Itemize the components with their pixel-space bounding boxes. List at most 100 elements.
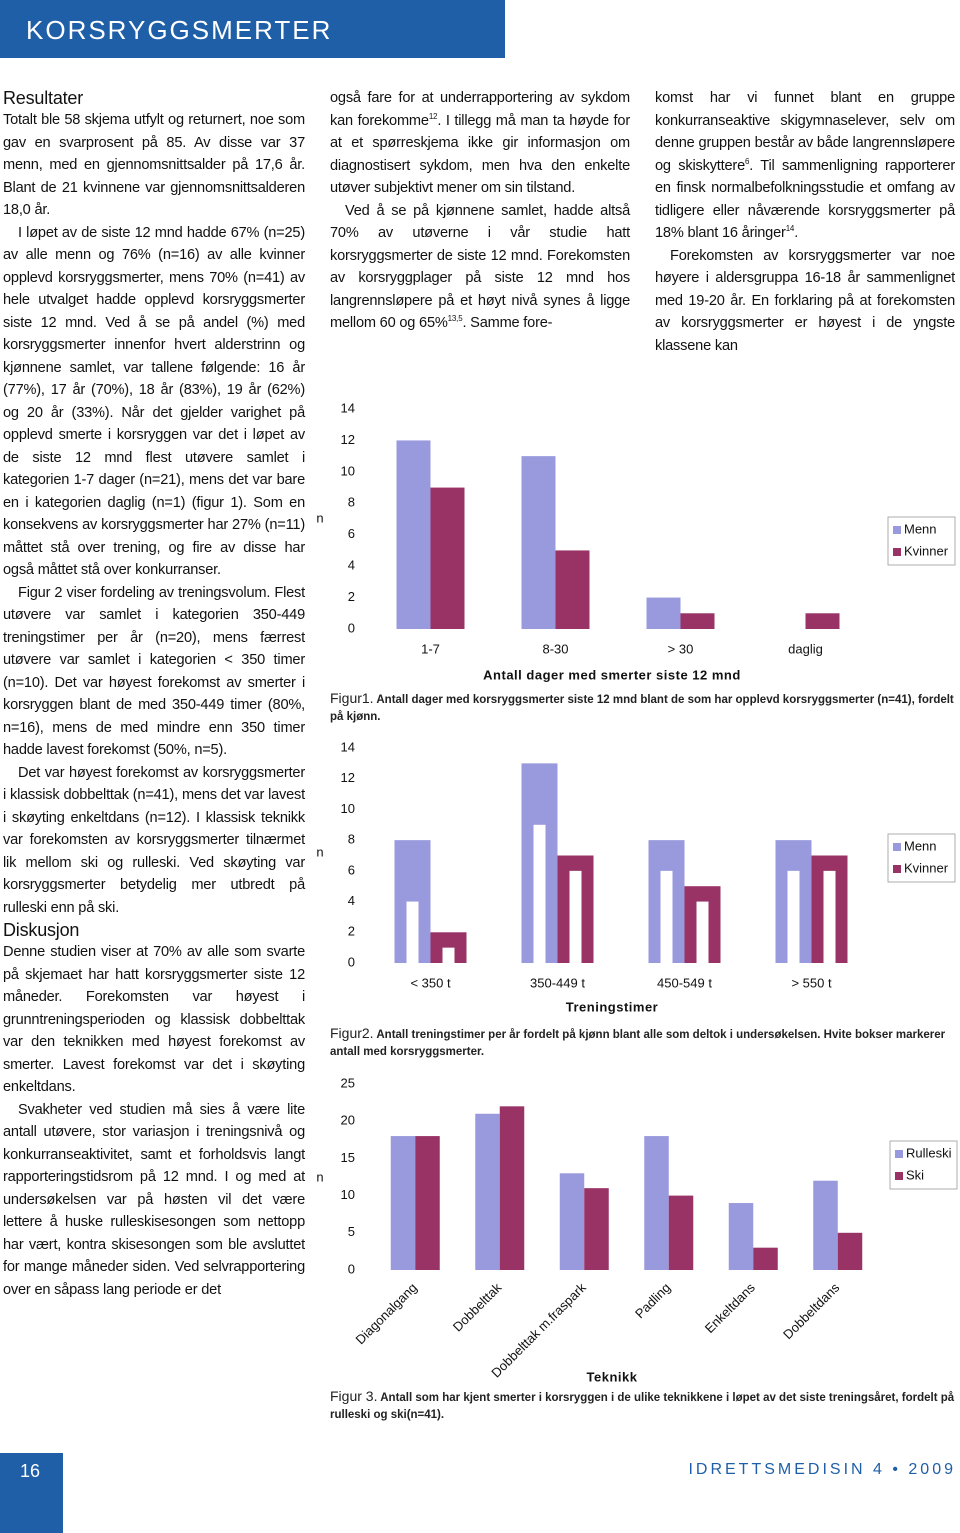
bar xyxy=(396,440,431,629)
y-tick-label: 2 xyxy=(348,924,355,939)
y-tick-label: 10 xyxy=(341,801,355,816)
y-tick-label: 8 xyxy=(348,832,355,847)
x-tick-label: > 550 t xyxy=(791,975,832,990)
x-axis-label: Antall dager med smerter siste 12 mnd xyxy=(483,667,741,682)
y-tick-label: 25 xyxy=(341,1075,355,1090)
legend-swatch xyxy=(893,843,901,851)
bar xyxy=(646,597,681,629)
y-tick-label: 20 xyxy=(341,1113,355,1128)
caption-label: Figur2. xyxy=(330,1025,374,1041)
text-column: Resultater Totalt ble 58 skjema utfylt og… xyxy=(3,87,305,1301)
y-tick-label: 12 xyxy=(341,432,355,447)
paragraph: også fare for at underrapportering av sy… xyxy=(330,87,630,200)
y-tick-label: 2 xyxy=(348,589,355,604)
caption-text: Antall treningstimer per år fordelt på k… xyxy=(330,1029,946,1058)
x-tick-label: daglig xyxy=(788,641,823,656)
bar xyxy=(805,613,840,629)
page-title: KORSRYGGSMERTER xyxy=(26,15,333,45)
page-number: 16 xyxy=(20,1461,41,1481)
y-tick-label: 0 xyxy=(348,1261,355,1276)
figure-caption: Figur2. Antall treningstimer per år ford… xyxy=(330,1025,955,1061)
legend-swatch xyxy=(893,865,901,873)
x-tick-label: Dobbelttak m.fraspark xyxy=(488,1280,589,1381)
x-tick-label: Enkeltdans xyxy=(702,1280,758,1336)
y-axis-label: n xyxy=(316,510,323,525)
text-run: . xyxy=(794,225,799,241)
text-run: Totalt ble 58 skjema utfylt og returnert… xyxy=(3,112,305,218)
x-tick-label: 1-7 xyxy=(421,641,440,656)
journal-name: IDRETTSMEDISIN 4 • 2009 xyxy=(688,1461,956,1478)
legend-box xyxy=(887,833,956,883)
bar xyxy=(753,1247,778,1270)
text-run: I løpet av de siste 12 mnd hadde 67% (n=… xyxy=(3,224,305,579)
caption-label: Figur 3. xyxy=(330,1388,378,1404)
bar xyxy=(521,456,556,629)
y-tick-label: 14 xyxy=(341,739,355,754)
figure-caption: Figur 3. Antall som har kjent smerter i … xyxy=(330,1388,955,1424)
y-tick-label: 5 xyxy=(348,1224,355,1239)
y-tick-label: 0 xyxy=(348,954,355,969)
page-number-box: 16 xyxy=(0,1453,63,1533)
bar xyxy=(499,1106,525,1270)
caption-text: Antall dager med korsryggsmerter siste 1… xyxy=(330,694,954,723)
y-axis-label: n xyxy=(316,1169,323,1184)
paragraph: Denne studien viser at 70% av alle som s… xyxy=(3,941,305,1099)
inner-bar xyxy=(406,901,419,963)
inner-bar xyxy=(569,870,582,963)
y-tick-label: 4 xyxy=(348,558,355,573)
paragraph: komst har vi funnet blant en gruppe konk… xyxy=(655,87,955,245)
x-tick-label: < 350 t xyxy=(410,975,451,990)
x-tick-label: 450-549 t xyxy=(657,975,712,990)
paragraph: Det var høyest forekomst av korsryggsmer… xyxy=(3,762,305,920)
reference: 6 xyxy=(745,156,750,166)
bar xyxy=(837,1232,863,1270)
y-tick-label: 8 xyxy=(348,495,355,510)
bar xyxy=(644,1136,669,1270)
x-tick-label: Dobbelttak xyxy=(450,1280,505,1335)
figure-caption: Figur1. Antall dager med korsryggsmerter… xyxy=(330,690,955,726)
text-run: Ved å se på kjønnene samlet, hadde altså… xyxy=(330,202,630,332)
bar xyxy=(415,1136,440,1270)
text-run: . Samme fore- xyxy=(462,315,553,331)
text-run: også fare for at underrapportering av sy… xyxy=(330,90,630,129)
x-tick-label: Diagonalgang xyxy=(352,1280,419,1347)
text-run: Denne studien viser at 70% av alle som s… xyxy=(3,944,305,1095)
y-tick-label: 6 xyxy=(348,862,355,877)
reference: 13,5 xyxy=(447,314,463,324)
text-run: Svakheter ved studien må sies å være lit… xyxy=(3,1101,305,1298)
text-run: . Til sammenligning rapporterer en finsk… xyxy=(655,157,955,242)
y-tick-label: 0 xyxy=(348,620,355,635)
legend-label: Menn xyxy=(904,521,937,536)
bar xyxy=(475,1113,500,1270)
text-column: også fare for at underrapportering av sy… xyxy=(330,87,630,335)
inner-bar xyxy=(533,824,546,963)
y-axis-label: n xyxy=(316,844,323,859)
text-column: komst har vi funnet blant en gruppe konk… xyxy=(655,87,955,357)
x-tick-label: Dobbeltdans xyxy=(780,1280,843,1343)
legend-label: Kvinner xyxy=(904,543,949,558)
inner-bar xyxy=(442,947,455,963)
bar xyxy=(559,1173,585,1270)
caption-label: Figur1. xyxy=(330,690,374,706)
bar xyxy=(584,1188,609,1270)
y-tick-label: 10 xyxy=(341,463,355,478)
bar xyxy=(430,487,465,629)
paragraph: Svakheter ved studien må sies å være lit… xyxy=(3,1099,305,1302)
inner-bar xyxy=(823,870,836,963)
bar xyxy=(390,1136,416,1270)
legend-label: Kvinner xyxy=(904,860,949,875)
paragraph: I løpet av de siste 12 mnd hadde 67% (n=… xyxy=(3,222,305,582)
inner-bar xyxy=(660,870,673,963)
x-tick-label: > 30 xyxy=(668,641,694,656)
legend-swatch xyxy=(893,526,901,534)
legend-label: Ski xyxy=(906,1167,924,1182)
text-run: Forekomsten av korsryggsmerter var noe h… xyxy=(655,247,955,354)
legend-box xyxy=(889,1140,958,1190)
y-tick-label: 15 xyxy=(341,1150,355,1165)
paragraph: Figur 2 viser fordeling av treningsvolum… xyxy=(3,582,305,762)
bar xyxy=(668,1195,694,1270)
text-run: Figur 2 viser fordeling av treningsvolum… xyxy=(3,584,305,759)
x-tick-label: 8-30 xyxy=(542,641,568,656)
reference: 12 xyxy=(428,111,438,121)
